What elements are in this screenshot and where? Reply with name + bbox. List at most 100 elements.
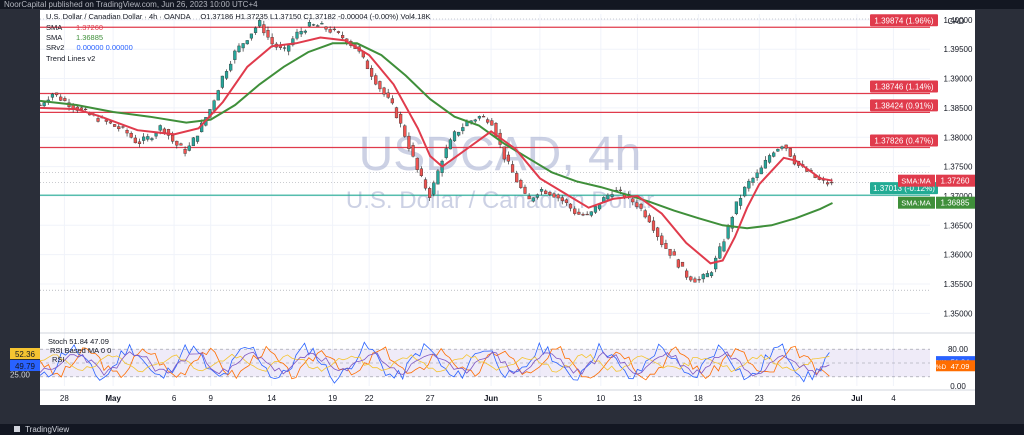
legend-sma-1-label: SMA — [46, 23, 62, 32]
candle-body — [767, 155, 772, 163]
candle-body — [411, 145, 415, 157]
candle — [125, 128, 129, 137]
stoch-d-line — [39, 345, 830, 381]
candle — [552, 192, 556, 198]
candle — [137, 138, 142, 148]
candle-body — [747, 180, 751, 189]
candle — [249, 33, 254, 41]
candle — [631, 197, 635, 206]
candle — [282, 45, 287, 52]
chart-area[interactable]: USDCAD, 4h U.S. Dollar / Canadian Dollar… — [38, 10, 975, 405]
candle — [54, 92, 59, 97]
candle-body — [639, 203, 643, 209]
chart-svg[interactable]: USDCAD, 4h U.S. Dollar / Canadian Dollar… — [38, 10, 975, 405]
candle-body — [556, 194, 560, 199]
candle — [589, 211, 593, 218]
candle — [560, 195, 564, 205]
candle-body — [187, 145, 191, 151]
candle — [175, 140, 179, 149]
candle-body — [477, 116, 481, 119]
candle-body — [788, 148, 792, 157]
candle-body — [457, 131, 461, 136]
candle — [370, 65, 374, 80]
candle-body — [510, 164, 515, 173]
price-axis: 1.40000 1.39500 1.39000 1.38500 1.38000 1.375… — [898, 16, 975, 318]
time-axis: 28 May 6 9 14 19 22 27 Jun 5 10 13 18 23 26 Jul 4 — [40, 389, 975, 403]
candle-body — [423, 179, 428, 189]
candle-body — [751, 177, 755, 183]
candle-body — [577, 211, 581, 215]
candle — [556, 193, 560, 202]
candle — [316, 24, 320, 27]
candle-body — [743, 186, 747, 197]
legend-srv2: SRv2 0.00000 0.00000 — [46, 43, 133, 52]
candle-body — [490, 120, 494, 126]
osc-left-badge-value: 49.79 — [15, 362, 36, 371]
level-label: 1.38424 (0.91%) — [874, 101, 933, 110]
candle-body — [676, 259, 680, 268]
candle — [411, 142, 415, 158]
candle-body — [137, 141, 142, 144]
candle-body — [237, 45, 241, 53]
candle — [788, 148, 792, 158]
candle-body — [585, 213, 589, 216]
candle-body — [643, 210, 647, 218]
candle — [415, 157, 419, 173]
candle — [320, 21, 324, 25]
candle-body — [419, 168, 423, 176]
candle — [83, 107, 88, 111]
candle-body — [341, 35, 345, 39]
price-tag-name: SMA:MA — [901, 177, 931, 186]
time-tick-label: 9 — [208, 394, 213, 403]
candle — [747, 178, 751, 192]
candle-body — [651, 220, 656, 231]
candle-body — [96, 118, 100, 122]
legend-title: U.S. Dollar / Canadian Dollar · 4h · OAN… — [46, 12, 431, 21]
candle-body — [154, 132, 158, 137]
candle-body — [780, 146, 784, 149]
candle-body — [183, 149, 187, 154]
candle-body — [444, 148, 448, 158]
candle-body — [726, 225, 730, 239]
candle-body — [162, 128, 166, 133]
time-tick-label: 23 — [755, 394, 764, 403]
candle-body — [403, 125, 407, 137]
osc-right-tick: 0.00 — [950, 382, 966, 391]
candle — [117, 123, 121, 132]
candle — [825, 179, 830, 187]
candle — [473, 118, 477, 124]
legend-trendlines-label: Trend Lines v2 — [46, 54, 95, 63]
candle-body — [249, 33, 254, 39]
candle — [548, 191, 552, 197]
price-tick-label: 1.38000 — [944, 133, 973, 142]
candle — [772, 151, 776, 158]
candle-body — [461, 127, 465, 132]
candle-body — [229, 63, 233, 71]
candle — [63, 96, 67, 102]
osc-legend-item: RSI Based MA 0 0 — [50, 346, 111, 355]
time-tick-label: 26 — [791, 394, 800, 403]
candle-body — [598, 204, 602, 210]
candle — [668, 248, 672, 259]
candle — [544, 189, 548, 195]
level-label: 1.37826 (0.47%) — [874, 136, 933, 145]
price-tick-label: 1.39000 — [944, 75, 973, 84]
candle — [734, 201, 738, 216]
osc-legend-item: Stoch 51.84 47.09 — [48, 337, 109, 346]
price-tag-box — [936, 196, 975, 209]
candle — [722, 238, 726, 253]
candle — [705, 270, 709, 278]
candle-body — [573, 208, 577, 214]
candle-body — [486, 119, 490, 123]
candle — [311, 23, 316, 26]
candle — [324, 26, 328, 32]
candle — [142, 133, 146, 145]
candle-body — [407, 135, 411, 150]
price-tag-name: SMA:MA — [901, 199, 931, 208]
candle-body — [54, 92, 59, 96]
candle-body — [535, 194, 540, 198]
candle-body — [539, 189, 544, 192]
candle — [680, 261, 685, 267]
price-tick-label: 1.35000 — [944, 309, 973, 318]
